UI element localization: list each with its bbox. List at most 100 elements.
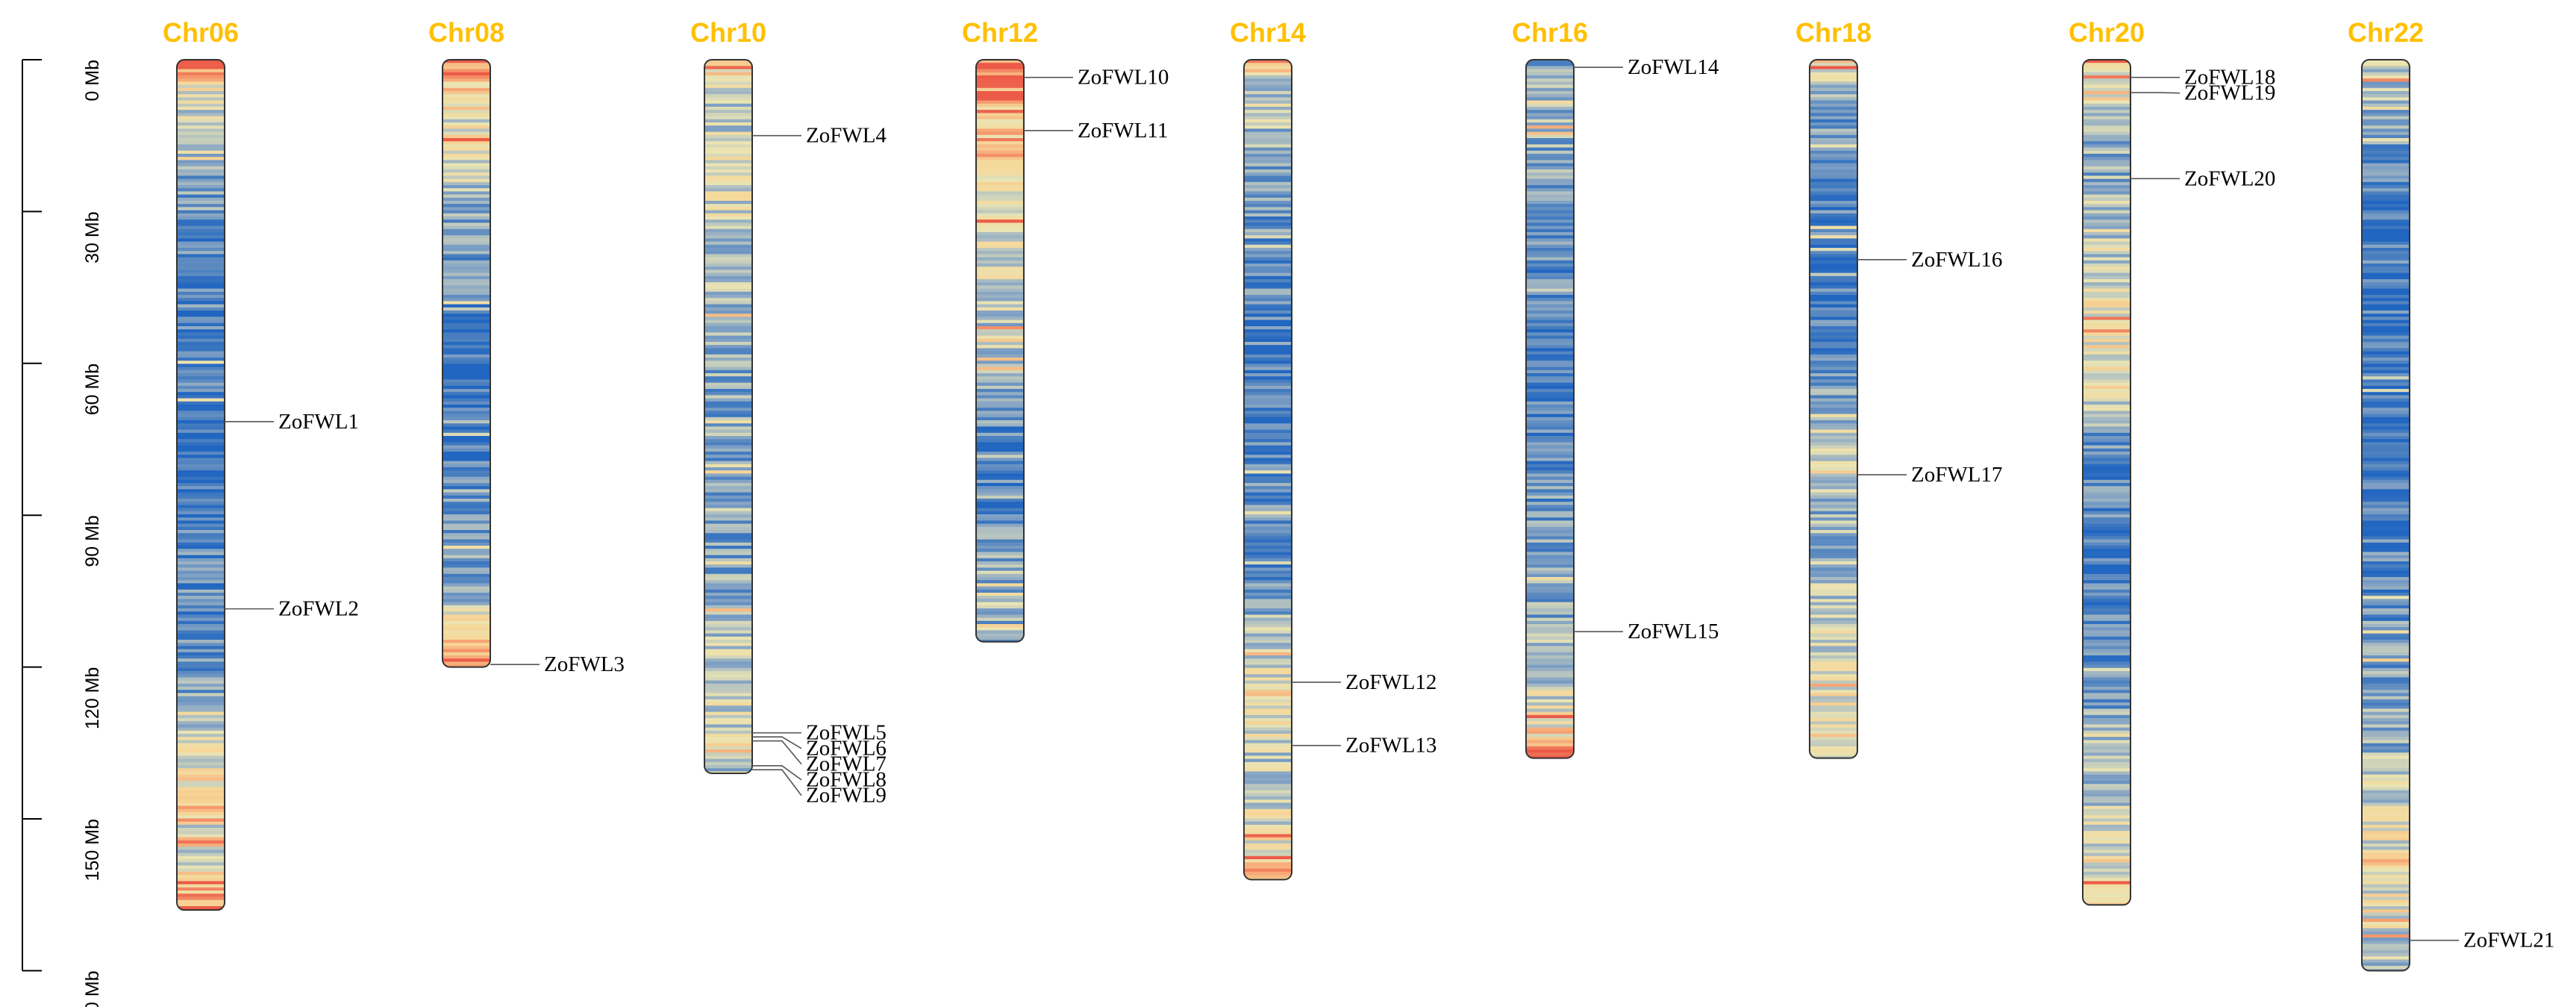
- chromosome-outline: [2361, 59, 2410, 972]
- density-band: [704, 486, 752, 490]
- density-band: [704, 768, 752, 772]
- density-band: [2083, 799, 2130, 803]
- density-band: [1244, 185, 1292, 189]
- density-band: [2362, 358, 2410, 361]
- density-band: [2083, 855, 2130, 860]
- density-bands: [177, 60, 225, 911]
- density-band: [2362, 699, 2410, 703]
- density-band: [2362, 956, 2410, 960]
- density-band: [1810, 658, 1857, 662]
- density-band: [2362, 354, 2410, 358]
- density-band: [1244, 401, 1292, 405]
- density-band: [2362, 185, 2410, 189]
- gene-label: ZoFWL17: [1911, 463, 2002, 487]
- density-band: [704, 690, 752, 693]
- density-band: [1810, 580, 1857, 584]
- density-band: [704, 749, 752, 753]
- density-band: [1244, 796, 1292, 800]
- density-band: [2083, 530, 2130, 534]
- density-band: [1526, 282, 1574, 286]
- density-band: [2083, 774, 2130, 779]
- density-band: [1810, 452, 1857, 455]
- density-band: [1526, 345, 1574, 349]
- density-band: [2083, 818, 2130, 823]
- density-band: [1526, 408, 1574, 411]
- density-band: [1244, 113, 1292, 117]
- density-band: [443, 643, 490, 646]
- density-band: [1244, 828, 1292, 832]
- density-band: [177, 821, 225, 826]
- density-band: [1244, 228, 1292, 233]
- density-band: [976, 376, 1024, 380]
- density-band: [443, 222, 490, 227]
- density-band: [2362, 275, 2410, 280]
- density-band: [2083, 611, 2130, 615]
- density-band: [177, 160, 225, 164]
- density-band: [704, 254, 752, 258]
- density-band: [704, 473, 752, 478]
- density-band: [1810, 204, 1857, 208]
- density-band: [443, 348, 490, 352]
- density-band: [1810, 633, 1857, 637]
- density-band: [2083, 348, 2130, 352]
- density-band: [2083, 241, 2130, 246]
- density-band: [443, 197, 490, 202]
- density-band: [976, 87, 1024, 92]
- density-band: [2362, 953, 2410, 957]
- density-band: [1526, 122, 1574, 126]
- density-band: [1244, 272, 1292, 277]
- density-band: [1810, 730, 1857, 735]
- density-band: [177, 768, 225, 772]
- density-band: [976, 492, 1024, 496]
- density-band: [1526, 169, 1574, 173]
- density-band: [1810, 699, 1857, 703]
- density-band: [704, 734, 752, 738]
- density-band: [1810, 505, 1857, 509]
- density-band: [2362, 950, 2410, 954]
- density-band: [976, 567, 1024, 572]
- density-band: [177, 382, 225, 387]
- density-band: [704, 279, 752, 283]
- density-band: [1526, 561, 1574, 565]
- density-band: [1810, 100, 1857, 105]
- density-band: [2083, 755, 2130, 760]
- density-band: [704, 511, 752, 515]
- density-band: [704, 288, 752, 293]
- gene-label: ZoFWL7: [806, 752, 887, 776]
- density-band: [177, 329, 225, 333]
- density-band: [177, 91, 225, 95]
- density-band: [976, 94, 1024, 98]
- density-band: [177, 72, 225, 76]
- density-band: [2362, 235, 2410, 239]
- density-band: [1244, 749, 1292, 753]
- density-band: [177, 178, 225, 183]
- density-band: [2083, 758, 2130, 763]
- density-band: [976, 583, 1024, 587]
- density-band: [1244, 549, 1292, 552]
- density-band: [177, 897, 225, 901]
- density-band: [177, 847, 225, 850]
- density-band: [2083, 364, 2130, 368]
- density-band: [2083, 802, 2130, 807]
- density-band: [443, 291, 490, 296]
- density-band: [976, 266, 1024, 270]
- density-band: [1244, 87, 1292, 92]
- density-band: [1810, 448, 1857, 452]
- density-band: [1526, 392, 1574, 396]
- density-band: [1810, 746, 1857, 750]
- density-band: [2362, 87, 2410, 92]
- density-band: [177, 379, 225, 384]
- density-band: [1810, 147, 1857, 152]
- density-band: [1244, 84, 1292, 89]
- density-band: [2083, 730, 2130, 735]
- density-band: [1244, 555, 1292, 559]
- density-band: [1244, 624, 1292, 628]
- density-band: [1526, 150, 1574, 155]
- density-band: [177, 232, 225, 236]
- density-band: [2083, 134, 2130, 139]
- density-band: [2362, 291, 2410, 296]
- density-band: [1810, 473, 1857, 478]
- density-band: [1244, 564, 1292, 568]
- density-band: [704, 181, 752, 186]
